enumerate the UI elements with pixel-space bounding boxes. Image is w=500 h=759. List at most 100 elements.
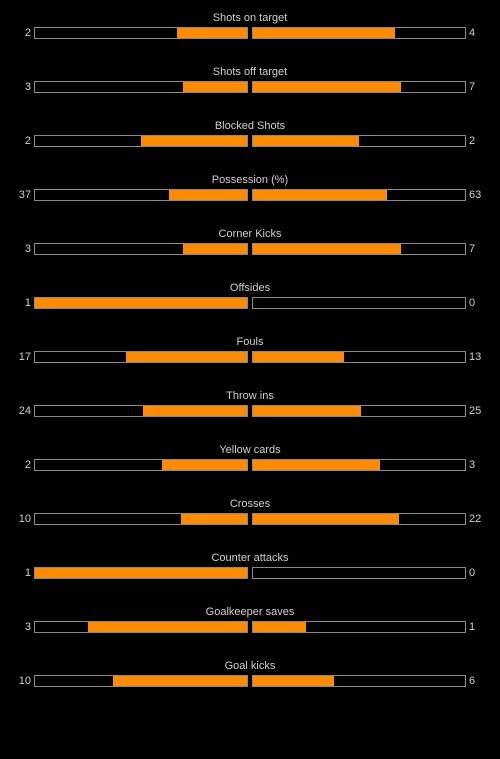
home-bar-fill [113,676,247,686]
home-bar-fill [35,298,247,308]
home-value: 3 [24,243,31,255]
home-bar [34,81,248,93]
away-bar [252,81,466,93]
away-value: 4 [469,27,476,39]
home-bar [34,621,248,633]
away-bar [252,459,466,471]
away-bar [252,189,466,201]
away-bar-fill [253,190,387,200]
away-value: 22 [469,513,482,525]
away-value: 3 [469,459,476,471]
stat-row-fouls: Fouls 17 13 [0,324,500,378]
stat-label: Shots off target [212,66,288,78]
home-value: 1 [24,297,31,309]
home-bar [34,135,248,147]
away-bar-fill [253,406,362,416]
home-bar-fill [168,190,247,200]
stat-row-blocked-shots: Blocked Shots 2 2 [0,108,500,162]
home-bar [34,675,248,687]
home-bar [34,567,248,579]
away-bar-fill [253,622,306,632]
stat-label: Yellow cards [219,444,281,456]
stat-row-goalkeeper-saves: Goalkeeper saves 3 1 [0,594,500,648]
away-bar [252,351,466,363]
home-bar-fill [88,622,247,632]
home-bar [34,297,248,309]
home-bar-fill [183,244,247,254]
away-bar-fill [253,352,345,362]
away-value: 25 [469,405,482,417]
stat-row-possession: Possession (%) 37 63 [0,162,500,216]
home-bar-fill [162,460,247,470]
home-bar-fill [183,82,247,92]
stat-row-throw-ins: Throw ins 24 25 [0,378,500,432]
stat-row-counter-attacks: Counter attacks 1 0 [0,540,500,594]
stat-label: Corner Kicks [218,228,282,240]
away-value: 1 [469,621,476,633]
home-value: 24 [18,405,31,417]
away-value: 7 [469,81,476,93]
home-bar-fill [143,406,247,416]
home-value: 10 [18,675,31,687]
home-value: 1 [24,567,31,579]
away-bar [252,567,466,579]
stat-label: Throw ins [226,390,274,402]
away-bar-fill [253,460,381,470]
stat-row-goal-kicks: Goal kicks 10 6 [0,648,500,702]
stat-label: Goalkeeper saves [205,606,295,618]
away-bar [252,513,466,525]
home-bar-fill [141,136,247,146]
away-bar [252,27,466,39]
away-value: 7 [469,243,476,255]
away-bar-fill [253,82,402,92]
stat-row-corner-kicks: Corner Kicks 3 7 [0,216,500,270]
home-value: 3 [24,81,31,93]
home-bar-fill [126,352,247,362]
home-value: 2 [24,27,31,39]
away-bar-fill [253,514,400,524]
away-value: 13 [469,351,482,363]
home-value: 3 [24,621,31,633]
home-value: 17 [18,351,31,363]
away-value: 6 [469,675,476,687]
stat-row-offsides: Offsides 1 0 [0,270,500,324]
stat-label: Shots on target [212,12,288,24]
stat-label: Blocked Shots [214,120,286,132]
away-bar [252,675,466,687]
home-bar [34,459,248,471]
home-bar [34,243,248,255]
away-bar-fill [253,28,396,38]
away-bar-fill [253,136,359,146]
stat-row-yellow-cards: Yellow cards 2 3 [0,432,500,486]
stat-label: Fouls [236,336,264,348]
away-bar [252,135,466,147]
home-bar-fill [177,28,247,38]
home-bar-fill [35,568,247,578]
home-value: 37 [18,189,31,201]
stat-row-shots-on-target: Shots on target 2 4 [0,0,500,54]
home-value: 2 [24,459,31,471]
home-value: 2 [24,135,31,147]
stat-row-crosses: Crosses 10 22 [0,486,500,540]
away-bar [252,621,466,633]
stat-label: Crosses [229,498,271,510]
home-bar [34,405,248,417]
home-bar [34,513,248,525]
stat-label: Offsides [229,282,271,294]
away-bar [252,297,466,309]
home-value: 10 [18,513,31,525]
away-bar [252,243,466,255]
match-stats-list: Shots on target 2 4 Shots off target 3 7… [0,0,500,702]
away-bar-fill [253,244,402,254]
home-bar [34,27,248,39]
stat-label: Possession (%) [211,174,289,186]
stat-row-shots-off-target: Shots off target 3 7 [0,54,500,108]
away-value: 63 [469,189,482,201]
home-bar [34,189,248,201]
away-bar-fill [253,676,334,686]
away-value: 2 [469,135,476,147]
stat-label: Counter attacks [211,552,289,564]
home-bar-fill [181,514,247,524]
home-bar [34,351,248,363]
away-bar [252,405,466,417]
